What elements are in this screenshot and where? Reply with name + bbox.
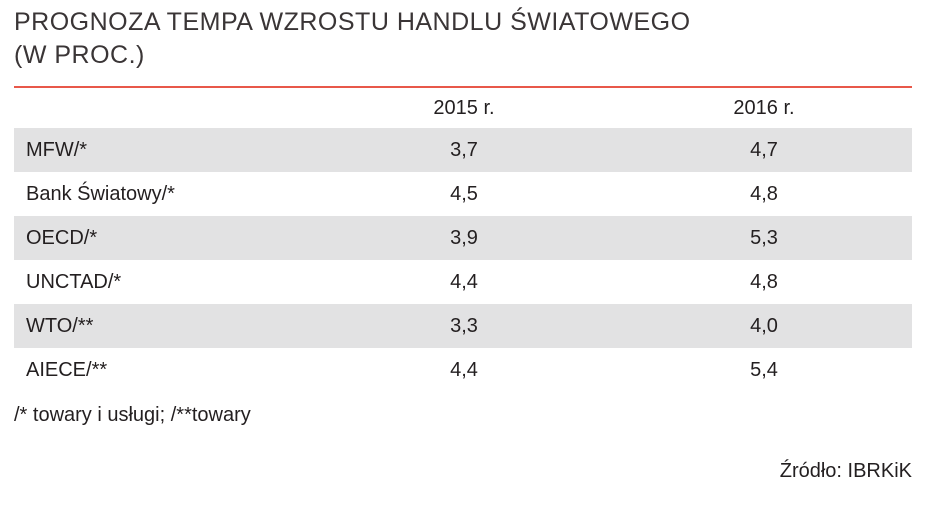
value-2015: 4,4 — [450, 358, 478, 381]
table-row: UNCTAD/* 4,4 4,8 — [14, 260, 912, 304]
value-2015: 3,9 — [450, 226, 478, 249]
source-note: Źródło: IBRKiK — [779, 460, 912, 482]
title-line-2: (W PROC.) — [14, 41, 145, 69]
footnote: /* towary i usługi; /**towary — [14, 404, 251, 426]
value-2016: 5,3 — [750, 226, 778, 249]
value-2015: 4,4 — [450, 270, 478, 293]
table-row: MFW/* 3,7 4,7 — [14, 128, 912, 172]
value-2016: 4,7 — [750, 138, 778, 161]
row-label: AIECE/** — [26, 358, 108, 381]
row-label: WTO/** — [26, 314, 94, 337]
row-label: MFW/* — [26, 138, 88, 161]
table-row: Bank Światowy/* 4,5 4,8 — [14, 172, 912, 216]
title-line-1: PROGNOZA TEMPA WZROSTU HANDLU ŚWIATOWEGO — [14, 8, 691, 36]
value-2016: 4,8 — [750, 182, 778, 205]
table-header-row: 2015 r. 2016 r. — [14, 88, 912, 128]
forecast-table: 2015 r. 2016 r. MFW/* 3,7 4,7 Bank Świat… — [14, 88, 912, 392]
table-row: OECD/* 3,9 5,3 — [14, 216, 912, 260]
value-2015: 3,7 — [450, 138, 478, 161]
value-2016: 4,8 — [750, 270, 778, 293]
table-title: PROGNOZA TEMPA WZROSTU HANDLU ŚWIATOWEGO… — [14, 6, 914, 72]
title-divider — [14, 86, 912, 88]
table-row: WTO/** 3,3 4,0 — [14, 304, 912, 348]
value-2015: 3,3 — [450, 314, 478, 337]
header-2015: 2015 r. — [433, 96, 495, 119]
value-2015: 4,5 — [450, 182, 478, 205]
value-2016: 5,4 — [750, 358, 778, 381]
row-label: OECD/* — [26, 226, 98, 249]
table-row: AIECE/** 4,4 5,4 — [14, 348, 912, 392]
header-2016: 2016 r. — [733, 96, 795, 119]
row-label: UNCTAD/* — [26, 270, 122, 293]
value-2016: 4,0 — [750, 314, 778, 337]
row-label: Bank Światowy/* — [26, 182, 175, 205]
